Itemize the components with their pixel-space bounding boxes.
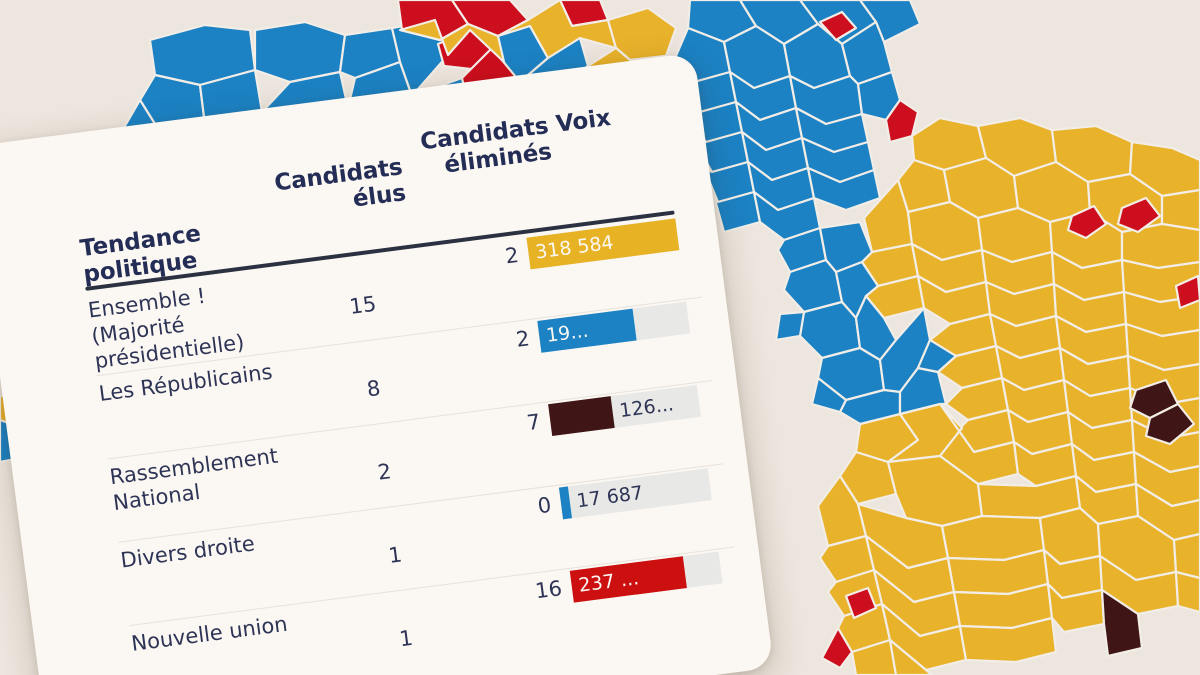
results-card: Tendance politique Candidats élus Candid… [0, 52, 774, 675]
voix-value-label: 126... [618, 393, 675, 423]
row-value-candidats-elimines: 2 [514, 326, 531, 352]
voix-bar-fill: 19... [537, 308, 637, 353]
table-body: Ensemble ! (Majorité présidentielle) 15 2 318… [86, 214, 745, 675]
row-value-candidats-elimines: 7 [525, 409, 542, 436]
row-value-candidats-elimines: 16 [533, 576, 564, 604]
row-value-candidats-elus: 1 [387, 542, 404, 568]
row-value-candidats-elus: 15 [348, 291, 378, 319]
voix-value-label: 237 ... [577, 567, 641, 597]
column-header-candidats-elus: Candidats élus [262, 154, 407, 224]
column-header-candidats-elimines: Candidats éliminés [398, 113, 553, 184]
voix-bar-fill: 126... [548, 393, 675, 437]
map-region-group-blue-east [774, 220, 958, 426]
results-table: Tendance politique Candidats élus Candid… [71, 97, 745, 675]
row-value-candidats-elimines: 0 [536, 492, 553, 519]
voix-value-label: 19... [544, 319, 590, 347]
row-value-candidats-elus: 1 [397, 625, 415, 652]
voix-value-label: 318 584 [534, 231, 615, 264]
voix-bar-fill: 17 687 [558, 482, 644, 520]
voix-value-label: 17 687 [575, 481, 645, 513]
map-region-group-brown-east [1100, 378, 1196, 658]
map-region-group-red-ne [818, 10, 920, 144]
row-value-candidats-elus: 8 [365, 375, 382, 402]
row-value-candidats-elimines: 2 [503, 242, 521, 269]
map-region-group-red-east [820, 196, 1200, 670]
column-header-voix: Voix [554, 104, 613, 138]
row-value-candidats-elus: 2 [376, 459, 393, 485]
